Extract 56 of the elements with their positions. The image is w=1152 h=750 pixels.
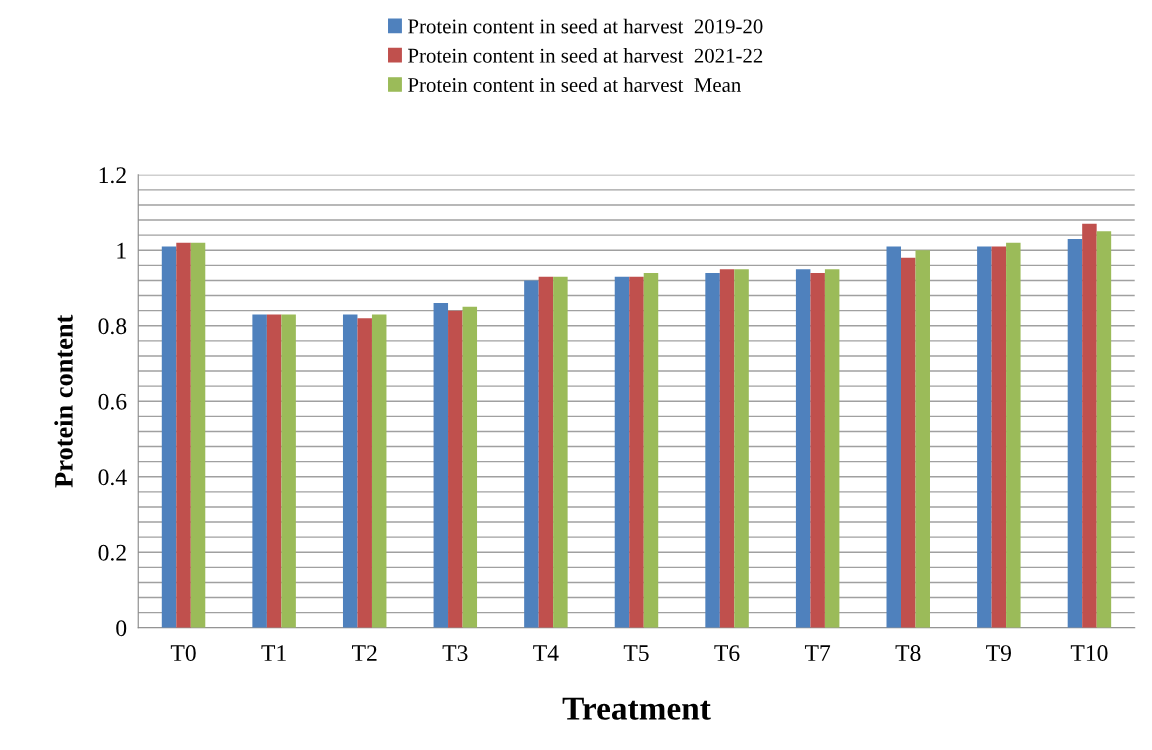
x-tick-label: T10 [1070,645,1108,662]
bar [719,269,735,628]
bar [1067,238,1083,628]
x-tick-label: T3 [442,645,468,662]
bar [991,246,1007,628]
bar [553,276,568,628]
bar [448,310,463,628]
bar [734,269,749,628]
bar [1082,223,1097,628]
y-tick-label: 0.8 [98,318,127,335]
x-tick-label: T7 [804,645,831,661]
bar [357,318,372,628]
x-tick-label: T6 [714,645,740,662]
bar [705,272,720,628]
legend-label: Protein content in seed at harvest 2021-22 [408,48,763,63]
bar [342,314,358,628]
bar [629,276,644,628]
bar [795,269,811,628]
legend-label: Protein content in seed at harvest Mean [408,77,741,93]
bar [977,246,992,628]
y-tick-label: 0.6 [98,393,127,410]
y-tick-label: 0 [116,620,127,637]
x-axis-title: Treatment [562,697,711,720]
x-tick-label: T8 [895,645,921,662]
bar [190,242,206,628]
y-tick-label: 1 [117,242,126,259]
x-tick-label: T1 [261,645,286,661]
x-tick-label: T4 [533,645,559,661]
bar [281,314,296,628]
y-tick-label: 0.4 [98,469,127,486]
bar [462,306,478,628]
bar [266,314,282,628]
bar [915,250,930,628]
x-tick-label: T2 [352,645,377,661]
bar [433,303,449,628]
bar [161,246,177,628]
y-tick-label: 1.2 [99,167,126,184]
bar [371,314,387,628]
bar [614,276,630,628]
bar [810,272,825,628]
x-tick-label: T0 [170,645,196,662]
bar [252,314,267,628]
bar [1096,231,1112,628]
bar [176,242,191,628]
bar [524,280,539,628]
y-tick-label: 0.2 [98,544,126,561]
bar [1006,242,1021,628]
bar [643,272,659,628]
bar [538,276,554,628]
bar [901,257,916,628]
x-tick-label: T9 [986,645,1011,662]
x-tick-label: T5 [623,645,649,662]
legend-label: Protein content in seed at harvest 2019-20 [408,18,763,34]
bar [886,246,901,628]
bar [824,269,840,628]
y-axis-title: Protein content [54,314,73,488]
